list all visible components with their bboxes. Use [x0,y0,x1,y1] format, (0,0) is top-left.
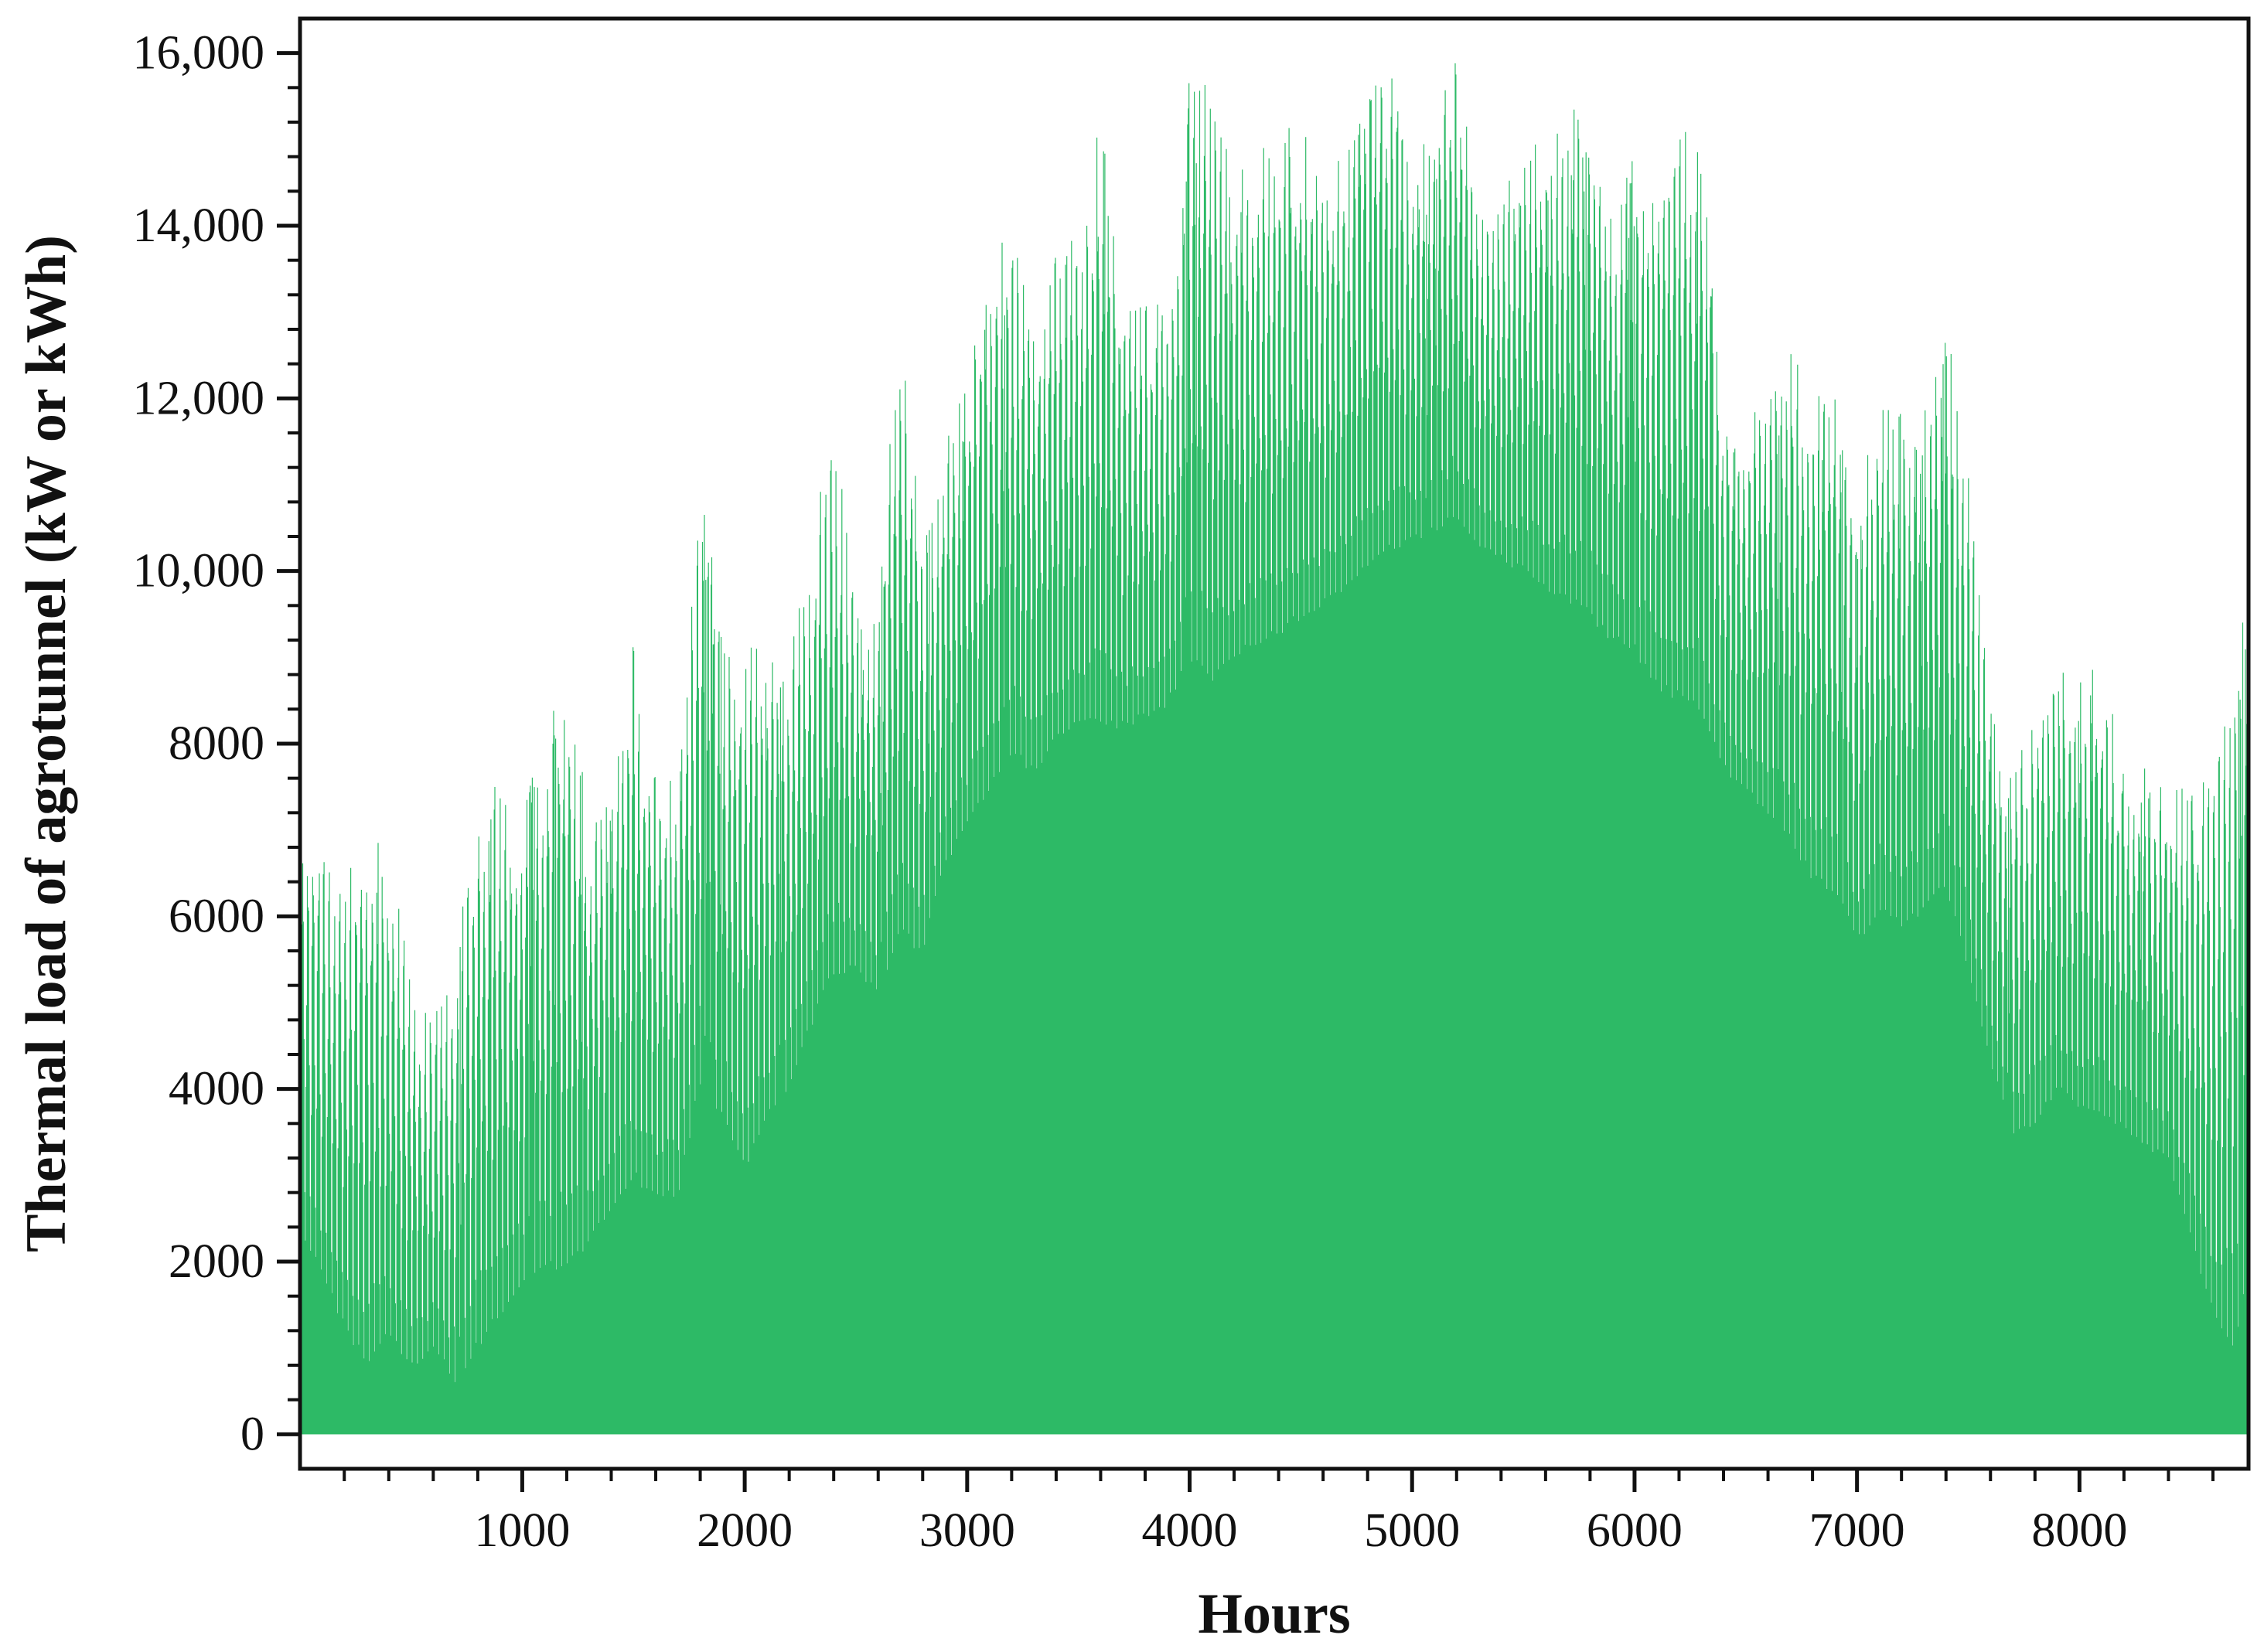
y-tick-label: 16,000 [133,27,265,80]
y-tick-label: 14,000 [133,199,265,252]
y-tick-label: 2000 [169,1235,264,1288]
x-tick-label: 4000 [1142,1504,1238,1557]
x-axis-ticks: 1000 2000 3000 4000 5000 6000 7000 8000 [343,1469,2215,1557]
x-tick-label: 1000 [474,1504,570,1557]
y-tick-label: 12,000 [133,372,265,424]
y-tick-label: 4000 [169,1063,264,1116]
x-tick-label: 3000 [919,1504,1015,1557]
x-tick-label: 7000 [1809,1504,1905,1557]
y-tick-label: 10,000 [133,545,265,598]
x-tick-label: 6000 [1587,1504,1683,1557]
y-tick-label: 8000 [169,717,264,770]
x-tick-label: 5000 [1364,1504,1460,1557]
y-axis-ticks: 0 2000 4000 6000 8000 10,000 12,000 14,000 16,00… [133,27,300,1460]
x-tick-label: 8000 [2031,1504,2127,1557]
hourly-load-bars [299,63,2249,1435]
y-tick-label: 6000 [169,890,264,942]
y-tick-label: 0 [240,1408,264,1460]
hourly-load-series [299,63,2249,1435]
x-axis-title: Hours [1198,1582,1350,1646]
x-tick-label: 2000 [697,1504,793,1557]
y-axis-title: Thermal load of agrotunnel (kW or kWh) [15,235,78,1252]
